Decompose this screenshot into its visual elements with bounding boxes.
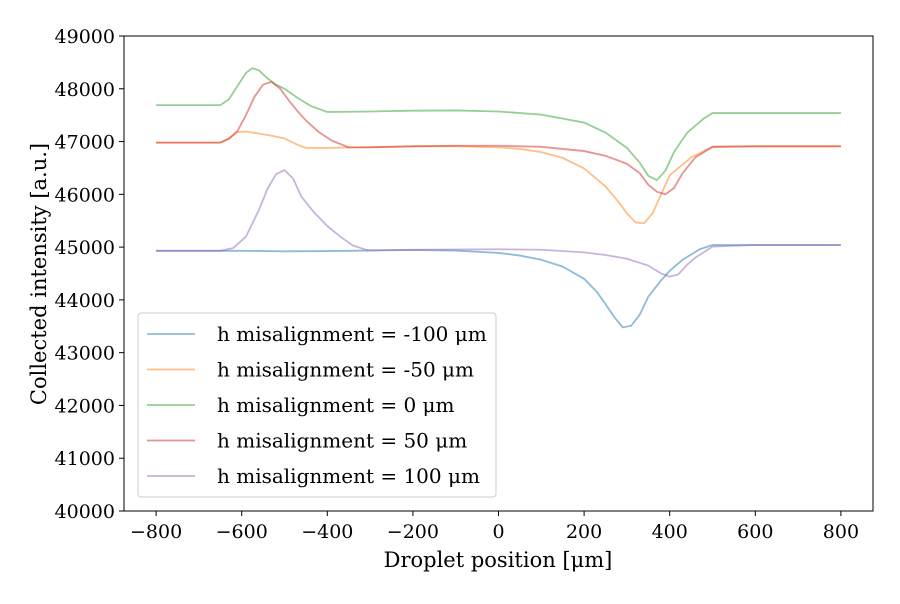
y-tick-label: 41000	[55, 448, 115, 470]
series-line-1	[156, 130, 841, 225]
legend-label-4: h misalignment = 100 μm	[217, 464, 480, 488]
x-tick-label: −200	[387, 521, 439, 543]
legend-label-2: h misalignment = 0 μm	[217, 393, 455, 417]
series-line-0	[156, 244, 841, 329]
x-tick-label: −800	[130, 521, 182, 543]
x-tick-label: −400	[301, 521, 353, 543]
series-line-3	[156, 81, 841, 196]
x-tick-label: 800	[823, 521, 859, 543]
y-tick-label: 47000	[55, 132, 115, 154]
y-tick-label: 40000	[55, 501, 115, 523]
legend-label-1: h misalignment = -50 μm	[217, 358, 474, 382]
y-axis: 40000 41000 42000 43000 44000 45000 46000 47000…	[55, 26, 124, 523]
series-line-4	[156, 169, 841, 278]
legend-label-3: h misalignment = 50 μm	[217, 429, 467, 453]
y-tick-label: 48000	[55, 79, 115, 101]
legend-box	[137, 312, 497, 498]
x-tick-label: −600	[216, 521, 268, 543]
x-tick-label: 400	[652, 521, 688, 543]
y-tick-label: 44000	[55, 290, 115, 312]
y-tick-label: 49000	[55, 26, 115, 48]
x-axis: −800 −600 −400 −200 0 200 400 600 800	[130, 511, 859, 543]
y-tick-label: 45000	[55, 237, 115, 259]
x-tick-label: 200	[566, 521, 602, 543]
series-line-2	[156, 67, 841, 181]
legend-label-0: h misalignment = -100 μm	[217, 322, 487, 346]
x-axis-label: Droplet position [μm]	[384, 548, 613, 572]
y-axis-label: Collected intensity [a.u.]	[27, 143, 51, 405]
y-tick-label: 43000	[55, 343, 115, 365]
legend: h misalignment = -100 μm h misalignment =…	[137, 312, 497, 498]
plot-area	[156, 67, 841, 329]
y-tick-label: 42000	[55, 395, 115, 417]
x-tick-label: 600	[737, 521, 773, 543]
x-tick-label: 0	[492, 521, 504, 543]
y-tick-label: 46000	[55, 184, 115, 206]
